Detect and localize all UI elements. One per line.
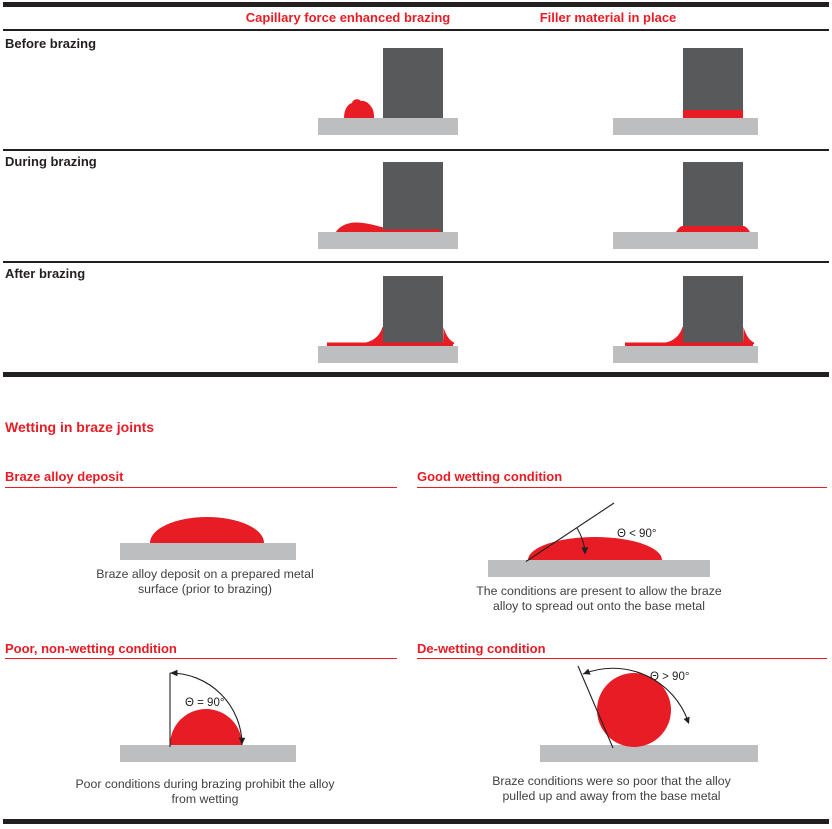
panel-rule-good-wetting (417, 487, 827, 489)
base-plate (318, 232, 458, 249)
filler-fillet-right (443, 327, 454, 344)
filler-fillet-left (662, 327, 683, 344)
divider-top (3, 2, 829, 7)
diagram-after-filler (613, 276, 758, 363)
alloy-hemisphere (170, 709, 242, 745)
panel-caption-de-wetting: Braze conditions were so poor that the a… (492, 774, 731, 803)
filler-alloy-blob (344, 99, 374, 118)
row-label-during: During brazing (5, 154, 97, 169)
filler-alloy-melting (336, 222, 383, 232)
diagram-before-capillary (318, 48, 458, 135)
filler-alloy-layer (625, 342, 753, 346)
section-title-wetting: Wetting in braze joints (5, 419, 155, 435)
contact-angle-line (525, 502, 615, 562)
panel-rule-poor-wetting (5, 658, 397, 660)
base-metal-block (383, 48, 443, 118)
panel-caption-good-wetting: The conditions are present to allow the … (476, 584, 722, 613)
arrowhead (581, 547, 589, 555)
row-label-after: After brazing (5, 266, 86, 281)
filler-fillet-right (743, 327, 754, 344)
divider-bottom (3, 819, 829, 824)
angle-label-poor: Θ = 90° (185, 697, 224, 709)
alloy-dome (150, 517, 264, 543)
base-metal-block (383, 276, 443, 346)
panel-caption-deposit: Braze alloy deposit on a prepared metal … (96, 567, 314, 596)
base-metal-block (383, 162, 443, 232)
base-plate (613, 118, 758, 135)
arrowhead (683, 716, 690, 724)
diagram-during-capillary (318, 162, 458, 249)
base-plate (120, 745, 296, 762)
base-plate (318, 346, 458, 363)
panel-rule-deposit (5, 487, 397, 489)
filler-alloy-wicking (383, 229, 440, 232)
contact-angle-line (577, 665, 614, 749)
panel-title-poor-wetting: Poor, non-wetting condition (5, 641, 177, 656)
base-metal-block (683, 276, 743, 346)
base-plate (540, 745, 758, 762)
column-header-capillary: Capillary force enhanced brazing (245, 10, 451, 25)
filler-alloy-layer (327, 342, 453, 346)
diagram-poor-non-wetting: Θ = 90° (120, 669, 296, 762)
base-plate (120, 543, 296, 560)
panel-title-de-wetting: De-wetting condition (417, 641, 546, 656)
filler-fillet-left (362, 327, 383, 344)
diagram-before-filler (613, 48, 758, 135)
diagram-de-wetting: Θ > 90° (540, 665, 758, 762)
angle-arc (582, 667, 689, 722)
filler-alloy-melting (676, 226, 750, 232)
filler-alloy-shim (683, 110, 743, 118)
panel-title-good-wetting: Good wetting condition (417, 469, 563, 484)
base-plate (613, 346, 758, 363)
alloy-ball (597, 673, 671, 747)
panel-caption-poor-wetting: Poor conditions during brazing prohibit … (75, 777, 335, 806)
arrowhead (170, 669, 178, 677)
panel-rule-de-wetting (417, 658, 827, 660)
divider-row2 (3, 261, 829, 263)
panel-title-deposit: Braze alloy deposit (5, 469, 124, 484)
diagram-after-capillary (318, 276, 458, 363)
angle-arc (169, 672, 243, 746)
column-header-filler: Filler material in place (539, 10, 677, 25)
base-plate (613, 232, 758, 249)
row-label-before: Before brazing (5, 36, 97, 51)
diagram-good-wetting: Θ < 90° (488, 502, 710, 577)
divider-row1 (3, 149, 829, 151)
arrowhead (238, 737, 246, 745)
base-metal-block (683, 162, 743, 226)
base-metal-block (683, 48, 743, 110)
base-plate (318, 118, 458, 135)
arrowhead (583, 668, 591, 675)
diagram-during-filler (613, 162, 758, 249)
angle-label-dewetting: Θ > 90° (650, 671, 689, 683)
alloy-dome (528, 537, 662, 560)
base-plate (488, 560, 710, 577)
divider-under-headers (3, 29, 829, 31)
angle-label-good: Θ < 90° (617, 528, 656, 540)
divider-table-bottom (3, 372, 829, 377)
diagram-braze-alloy-deposit (120, 517, 296, 560)
